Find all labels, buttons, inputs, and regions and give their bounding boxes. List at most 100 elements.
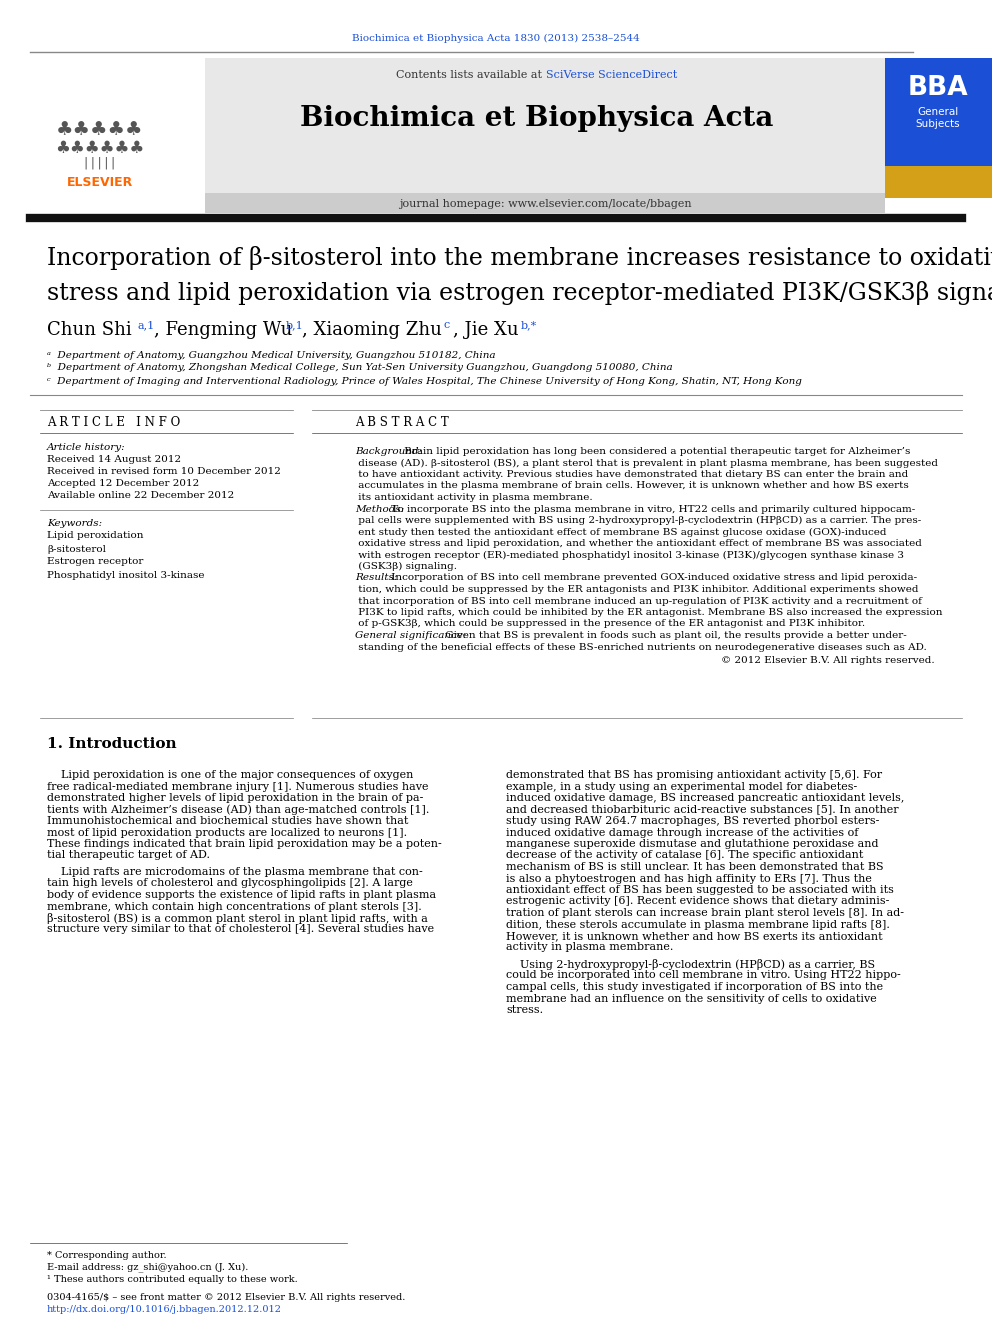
Text: Brain lipid peroxidation has long been considered a potential therapeutic target: Brain lipid peroxidation has long been c… [401, 447, 910, 456]
Text: ¹ These authors contributed equally to these work.: ¹ These authors contributed equally to t… [47, 1274, 298, 1283]
Text: to have antioxidant activity. Previous studies have demonstrated that dietary BS: to have antioxidant activity. Previous s… [355, 470, 909, 479]
Text: β-sitosterol: β-sitosterol [47, 545, 106, 553]
Text: 0304-4165/$ – see front matter © 2012 Elsevier B.V. All rights reserved.: 0304-4165/$ – see front matter © 2012 El… [47, 1293, 406, 1302]
Text: Lipid peroxidation is one of the major consequences of oxygen: Lipid peroxidation is one of the major c… [47, 770, 414, 781]
Text: http://dx.doi.org/10.1016/j.bbagen.2012.12.012: http://dx.doi.org/10.1016/j.bbagen.2012.… [47, 1304, 282, 1314]
Text: dition, these sterols accumulate in plasma membrane lipid rafts [8].: dition, these sterols accumulate in plas… [506, 919, 890, 930]
Text: example, in a study using an experimental model for diabetes-: example, in a study using an experimenta… [506, 782, 857, 791]
FancyBboxPatch shape [885, 58, 992, 198]
Text: demonstrated that BS has promising antioxidant activity [5,6]. For: demonstrated that BS has promising antio… [506, 770, 882, 781]
Text: PI3K to lipid rafts, which could be inhibited by the ER antagonist. Membrane BS : PI3K to lipid rafts, which could be inhi… [355, 609, 942, 617]
Text: A R T I C L E   I N F O: A R T I C L E I N F O [47, 417, 181, 430]
Text: most of lipid peroxidation products are localized to neurons [1].: most of lipid peroxidation products are … [47, 827, 407, 837]
Text: tion, which could be suppressed by the ER antagonists and PI3K inhibitor. Additi: tion, which could be suppressed by the E… [355, 585, 919, 594]
Text: Received 14 August 2012: Received 14 August 2012 [47, 455, 182, 464]
Text: standing of the beneficial effects of these BS-enriched nutrients on neurodegene: standing of the beneficial effects of th… [355, 643, 927, 651]
Text: a,1: a,1 [138, 320, 156, 329]
Text: and decreased thiobarbituric acid-reactive substances [5]. In another: and decreased thiobarbituric acid-reacti… [506, 804, 899, 815]
Text: Lipid peroxidation: Lipid peroxidation [47, 532, 144, 541]
Text: * Corresponding author.: * Corresponding author. [47, 1250, 167, 1259]
Text: ᶜ  Department of Imaging and Interventional Radiology, Prince of Wales Hospital,: ᶜ Department of Imaging and Intervention… [47, 377, 802, 385]
Text: is also a phytoestrogen and has high affinity to ERs [7]. Thus the: is also a phytoestrogen and has high aff… [506, 873, 872, 884]
Text: stress.: stress. [506, 1005, 544, 1015]
Text: ᵇ  Department of Anatomy, Zhongshan Medical College, Sun Yat-Sen University Guan: ᵇ Department of Anatomy, Zhongshan Medic… [47, 364, 673, 373]
Text: mechanism of BS is still unclear. It has been demonstrated that BS: mechanism of BS is still unclear. It has… [506, 863, 884, 872]
Text: ♣♣♣♣♣: ♣♣♣♣♣ [57, 120, 144, 139]
Text: These findings indicated that brain lipid peroxidation may be a poten-: These findings indicated that brain lipi… [47, 839, 441, 849]
Text: its antioxidant activity in plasma membrane.: its antioxidant activity in plasma membr… [355, 493, 592, 501]
Text: Accepted 12 December 2012: Accepted 12 December 2012 [47, 479, 199, 488]
Text: body of evidence supports the existence of lipid rafts in plant plasma: body of evidence supports the existence … [47, 890, 436, 900]
Text: Phosphatidyl inositol 3-kinase: Phosphatidyl inositol 3-kinase [47, 570, 204, 579]
Text: , Xiaoming Zhu: , Xiaoming Zhu [302, 321, 447, 339]
Text: Lipid rafts are microdomains of the plasma membrane that con-: Lipid rafts are microdomains of the plas… [47, 867, 423, 877]
Text: accumulates in the plasma membrane of brain cells. However, it is unknown whethe: accumulates in the plasma membrane of br… [355, 482, 909, 491]
Text: ᵃ  Department of Anatomy, Guangzhou Medical University, Guangzhou 510182, China: ᵃ Department of Anatomy, Guangzhou Medic… [47, 351, 495, 360]
Text: Methods:: Methods: [355, 504, 405, 513]
Text: with estrogen receptor (ER)-mediated phosphatidyl inositol 3-kinase (PI3K)/glyco: with estrogen receptor (ER)-mediated pho… [355, 550, 904, 560]
Text: manganese superoxide dismutase and glutathione peroxidase and: manganese superoxide dismutase and gluta… [506, 839, 879, 849]
Text: BBA: BBA [908, 75, 968, 101]
Text: tial therapeutic target of AD.: tial therapeutic target of AD. [47, 851, 210, 860]
Text: induced oxidative damage through increase of the activities of: induced oxidative damage through increas… [506, 827, 858, 837]
FancyBboxPatch shape [885, 165, 992, 198]
Text: Biochimica et Biophysica Acta: Biochimica et Biophysica Acta [301, 105, 774, 131]
Text: pal cells were supplemented with BS using 2-hydroxypropyl-β-cyclodextrin (HPβCD): pal cells were supplemented with BS usin… [355, 516, 922, 525]
Text: General significance:: General significance: [355, 631, 466, 640]
Text: © 2012 Elsevier B.V. All rights reserved.: © 2012 Elsevier B.V. All rights reserved… [721, 656, 935, 665]
Text: (GSK3β) signaling.: (GSK3β) signaling. [355, 562, 457, 572]
Text: Background:: Background: [355, 447, 422, 456]
Text: b,*: b,* [521, 320, 538, 329]
FancyBboxPatch shape [30, 58, 885, 198]
Text: Results:: Results: [355, 573, 398, 582]
Text: of p-GSK3β, which could be suppressed in the presence of the ER antagonist and P: of p-GSK3β, which could be suppressed in… [355, 619, 865, 628]
Text: oxidative stress and lipid peroxidation, and whether the antioxidant effect of m: oxidative stress and lipid peroxidation,… [355, 538, 922, 548]
Text: campal cells, this study investigated if incorporation of BS into the: campal cells, this study investigated if… [506, 982, 883, 992]
Text: E-mail address: gz_shi@yahoo.cn (J. Xu).: E-mail address: gz_shi@yahoo.cn (J. Xu). [47, 1262, 248, 1271]
Text: tain high levels of cholesterol and glycosphingolipids [2]. A large: tain high levels of cholesterol and glyc… [47, 878, 413, 889]
FancyBboxPatch shape [205, 193, 885, 213]
FancyBboxPatch shape [30, 58, 205, 198]
Text: free radical-mediated membrane injury [1]. Numerous studies have: free radical-mediated membrane injury [1… [47, 782, 429, 791]
Text: Chun Shi: Chun Shi [47, 321, 138, 339]
Text: Article history:: Article history: [47, 442, 126, 451]
Text: Incorporation of BS into cell membrane prevented GOX-induced oxidative stress an: Incorporation of BS into cell membrane p… [388, 573, 918, 582]
Text: Given that BS is prevalent in foods such as plant oil, the results provide a bet: Given that BS is prevalent in foods such… [442, 631, 907, 640]
Text: ♣♣♣♣♣♣: ♣♣♣♣♣♣ [56, 139, 145, 157]
Text: estrogenic activity [6]. Recent evidence shows that dietary adminis-: estrogenic activity [6]. Recent evidence… [506, 897, 890, 906]
Text: decrease of the activity of catalase [6]. The specific antioxidant: decrease of the activity of catalase [6]… [506, 851, 863, 860]
Text: Immunohistochemical and biochemical studies have shown that: Immunohistochemical and biochemical stud… [47, 816, 409, 826]
Text: Using 2-hydroxypropyl-β-cyclodextrin (HPβCD) as a carrier, BS: Using 2-hydroxypropyl-β-cyclodextrin (HP… [506, 959, 875, 970]
Text: To incorporate BS into the plasma membrane in vitro, HT22 cells and primarily cu: To incorporate BS into the plasma membra… [388, 504, 916, 513]
Text: membrane, which contain high concentrations of plant sterols [3].: membrane, which contain high concentrati… [47, 901, 422, 912]
Text: , Fengming Wu: , Fengming Wu [154, 321, 299, 339]
Text: study using RAW 264.7 macrophages, BS reverted phorbol esters-: study using RAW 264.7 macrophages, BS re… [506, 816, 879, 826]
Text: β-sitosterol (BS) is a common plant sterol in plant lipid rafts, with a: β-sitosterol (BS) is a common plant ster… [47, 913, 428, 923]
Text: Incorporation of β-sitosterol into the membrane increases resistance to oxidativ: Incorporation of β-sitosterol into the m… [47, 246, 992, 270]
Text: journal homepage: www.elsevier.com/locate/bbagen: journal homepage: www.elsevier.com/locat… [399, 198, 691, 209]
Text: | | | | |: | | | | | [84, 156, 116, 169]
Text: that incorporation of BS into cell membrane induced an up-regulation of PI3K act: that incorporation of BS into cell membr… [355, 597, 922, 606]
Text: could be incorporated into cell membrane in vitro. Using HT22 hippo-: could be incorporated into cell membrane… [506, 971, 901, 980]
Text: membrane had an influence on the sensitivity of cells to oxidative: membrane had an influence on the sensiti… [506, 994, 877, 1004]
Text: 1. Introduction: 1. Introduction [47, 737, 177, 751]
Text: General: General [918, 107, 958, 116]
Text: SciVerse ScienceDirect: SciVerse ScienceDirect [546, 70, 678, 79]
Text: Subjects: Subjects [916, 119, 960, 130]
Text: Received in revised form 10 December 2012: Received in revised form 10 December 201… [47, 467, 281, 476]
Text: ELSEVIER: ELSEVIER [66, 176, 133, 188]
Text: structure very similar to that of cholesterol [4]. Several studies have: structure very similar to that of choles… [47, 925, 434, 934]
Text: stress and lipid peroxidation via estrogen receptor-mediated PI3K/GSK3β signalin: stress and lipid peroxidation via estrog… [47, 280, 992, 306]
Text: antioxidant effect of BS has been suggested to be associated with its: antioxidant effect of BS has been sugges… [506, 885, 894, 894]
Text: demonstrated higher levels of lipid peroxidation in the brain of pa-: demonstrated higher levels of lipid pero… [47, 792, 424, 803]
Text: ent study then tested the antioxidant effect of membrane BS against glucose oxid: ent study then tested the antioxidant ef… [355, 528, 887, 537]
Text: disease (AD). β-sitosterol (BS), a plant sterol that is prevalent in plant plasm: disease (AD). β-sitosterol (BS), a plant… [355, 459, 938, 467]
Text: activity in plasma membrane.: activity in plasma membrane. [506, 942, 674, 953]
Text: induced oxidative damage, BS increased pancreatic antioxidant levels,: induced oxidative damage, BS increased p… [506, 792, 905, 803]
Text: Keywords:: Keywords: [47, 519, 102, 528]
Text: Biochimica et Biophysica Acta 1830 (2013) 2538–2544: Biochimica et Biophysica Acta 1830 (2013… [352, 33, 640, 42]
Text: tients with Alzheimer’s disease (AD) than age-matched controls [1].: tients with Alzheimer’s disease (AD) tha… [47, 804, 430, 815]
Text: b,1: b,1 [286, 320, 304, 329]
Text: tration of plant sterols can increase brain plant sterol levels [8]. In ad-: tration of plant sterols can increase br… [506, 908, 904, 918]
Text: A B S T R A C T: A B S T R A C T [355, 417, 448, 430]
